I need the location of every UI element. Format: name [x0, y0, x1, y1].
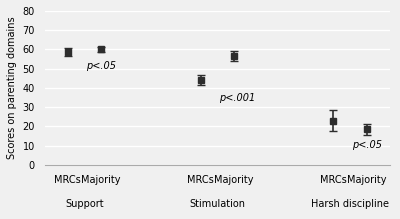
Text: p<.001: p<.001 — [219, 93, 255, 102]
Text: p<.05: p<.05 — [352, 140, 382, 150]
Y-axis label: Scores on parenting domains: Scores on parenting domains — [7, 17, 17, 159]
Text: Support: Support — [65, 199, 104, 209]
Text: p<.05: p<.05 — [86, 61, 116, 71]
Text: Stimulation: Stimulation — [189, 199, 245, 209]
Text: Harsh discipline: Harsh discipline — [311, 199, 389, 209]
